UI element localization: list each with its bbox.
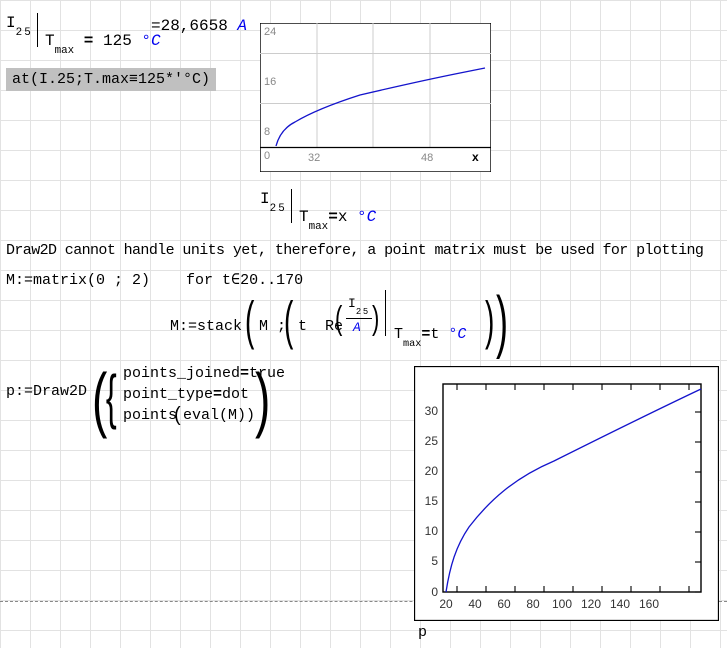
svg-text:25: 25 [425, 434, 439, 448]
svg-text:48: 48 [421, 152, 433, 164]
svg-text:32: 32 [308, 152, 320, 164]
svg-text:20: 20 [425, 464, 439, 478]
svg-text:20: 20 [439, 597, 453, 611]
svg-text:60: 60 [497, 597, 511, 611]
svg-text:0: 0 [431, 585, 438, 599]
svg-text:40: 40 [468, 597, 482, 611]
svg-text:0: 0 [264, 150, 270, 162]
svg-text:10: 10 [425, 524, 439, 538]
svg-text:160: 160 [639, 597, 659, 611]
svg-text:8: 8 [264, 126, 270, 138]
svg-text:100: 100 [552, 597, 572, 611]
svg-text:15: 15 [425, 494, 439, 508]
svg-text:x: x [472, 150, 479, 164]
svg-text:120: 120 [581, 597, 601, 611]
svg-text:24: 24 [264, 26, 276, 38]
svg-text:16: 16 [264, 76, 276, 88]
svg-text:80: 80 [526, 597, 540, 611]
svg-text:30: 30 [425, 404, 439, 418]
svg-text:5: 5 [431, 554, 438, 568]
svg-text:140: 140 [610, 597, 630, 611]
